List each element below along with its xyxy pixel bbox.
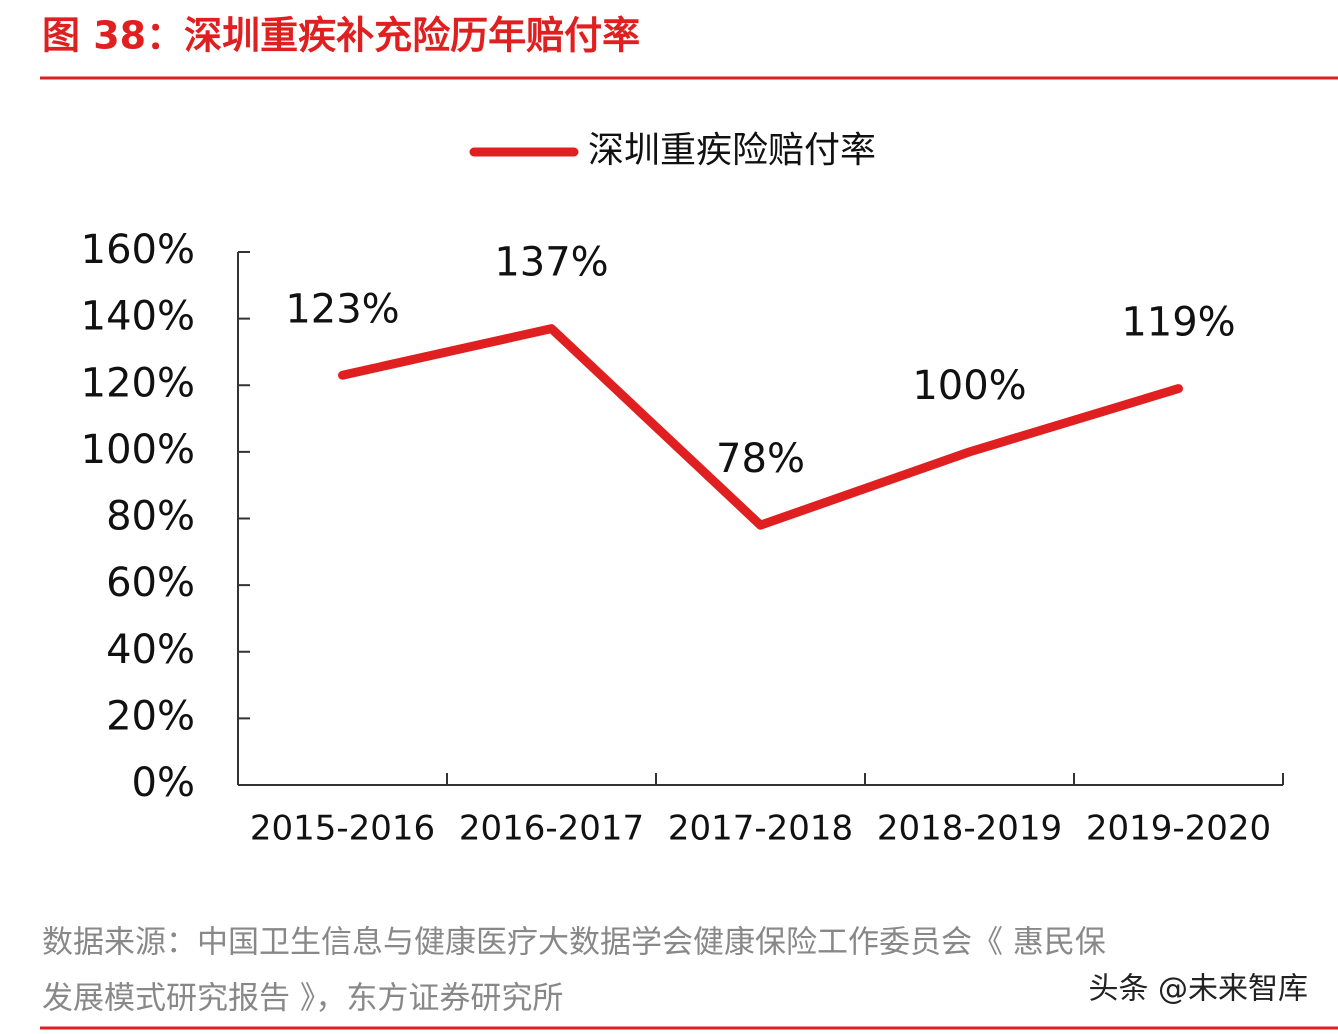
data-label: 123%	[285, 286, 399, 332]
y-tick-label: 80%	[106, 494, 195, 540]
data-label: 119%	[1121, 300, 1235, 346]
y-tick-label: 160%	[81, 227, 195, 273]
x-tick-label: 2017-2018	[668, 809, 853, 849]
y-tick-label: 100%	[81, 427, 195, 473]
y-tick-label: 60%	[106, 560, 195, 606]
chart-title: 图 38：深圳重疾补充险历年赔付率	[42, 14, 640, 58]
source-text: 数据来源：中国卫生信息与健康医疗大数据学会健康保险工作委员会《 惠民保	[42, 925, 1106, 961]
y-tick-label: 40%	[106, 627, 195, 673]
data-label: 137%	[494, 240, 608, 286]
x-tick-label: 2015-2016	[250, 809, 435, 849]
line	[338, 324, 1183, 530]
x-tick-label: 2016-2017	[459, 809, 644, 849]
x-tick-label: 2018-2019	[877, 809, 1062, 849]
source-text: 发展模式研究报告 》，东方证券研究所	[42, 981, 563, 1017]
x-tick-label: 2019-2020	[1086, 809, 1271, 849]
legend-label: 深圳重疾险赔付率	[588, 130, 876, 171]
y-tick-label: 140%	[81, 294, 195, 340]
data-label: 78%	[716, 436, 805, 482]
y-tick-label: 0%	[132, 760, 195, 806]
watermark: 头条 @未来智库	[1088, 972, 1308, 1007]
y-tick-label: 20%	[106, 693, 195, 739]
y-tick-label: 120%	[81, 360, 195, 406]
data-label: 100%	[912, 363, 1026, 409]
